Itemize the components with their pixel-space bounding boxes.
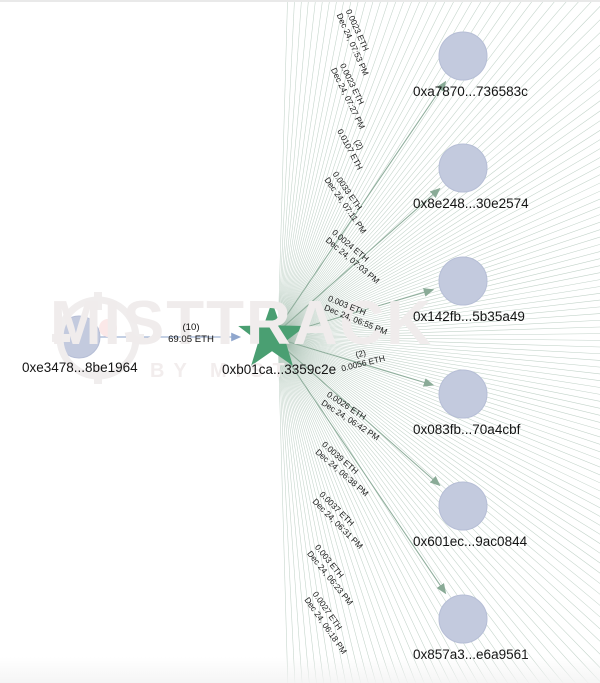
outgoing-edge-fan: [277, 0, 600, 683]
destination-node-circle[interactable]: [438, 481, 488, 531]
destination-node-label: 0x857a3...e6a9561: [413, 647, 529, 662]
outgoing-edge[interactable]: [278, 80, 447, 328]
destination-node-circle[interactable]: [438, 369, 488, 419]
destination-node-label: 0x142fb...5b35a49: [413, 309, 525, 324]
destination-node-label: 0xa7870...736583c: [413, 84, 528, 99]
outgoing-edges[interactable]: [278, 80, 447, 595]
incoming-edge-label: (10) 69.05 ETH: [141, 322, 241, 345]
outgoing-edge[interactable]: [280, 344, 441, 487]
destination-node-label: 0x083fb...70a4cbf: [413, 422, 521, 437]
destination-node-circle[interactable]: [438, 31, 488, 81]
destination-node-circle[interactable]: [438, 256, 488, 306]
incoming-edge-amount: 69.05 ETH: [168, 333, 214, 345]
destination-node-circle[interactable]: [438, 594, 488, 644]
outgoing-edge[interactable]: [278, 346, 447, 595]
center-node-label: 0xb01ca...3359c2e: [222, 362, 337, 377]
center-node-star[interactable]: [238, 301, 306, 366]
destination-node-circle[interactable]: [438, 143, 488, 193]
source-node-label: 0xe3478...8be1964: [22, 360, 138, 375]
outgoing-edge[interactable]: [280, 187, 441, 330]
incoming-edge-count: (10): [182, 322, 200, 333]
outgoing-edge[interactable]: [283, 288, 435, 335]
destination-nodes[interactable]: [438, 31, 488, 644]
outgoing-edge[interactable]: [283, 339, 435, 387]
top-border: [0, 0, 600, 2]
destination-node-label: 0x8e248...30e2574: [413, 196, 529, 211]
source-node-circle[interactable]: [57, 315, 101, 359]
destination-node-label: 0x601ec...9ac0844: [413, 534, 528, 549]
